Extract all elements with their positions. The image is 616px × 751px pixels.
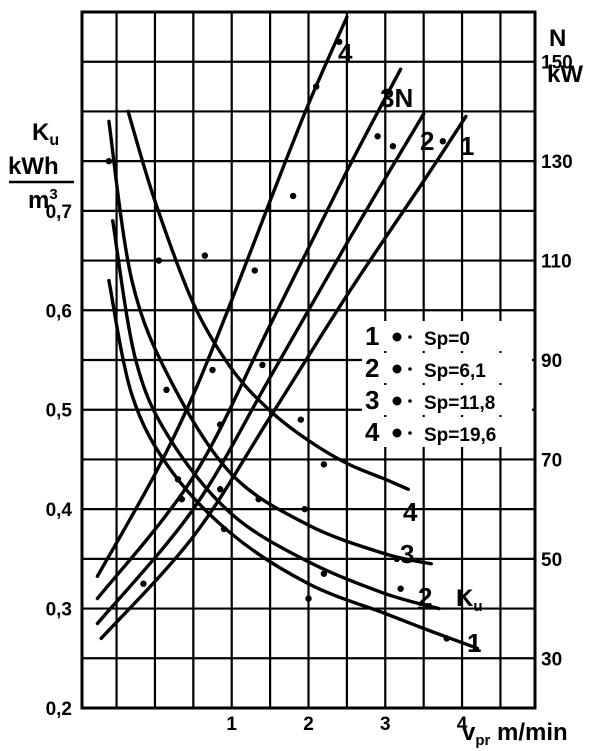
y-left-tick-label: 0,6: [46, 301, 72, 322]
y-right-tick-label: 50: [541, 550, 562, 571]
data-point: [155, 257, 162, 264]
legend-entry-bg: [362, 353, 532, 383]
x-axis-title: vpr m/min: [462, 719, 568, 749]
data-point: [443, 635, 450, 642]
n-series-line-2: [95, 112, 426, 626]
y-right-tick-label: 150: [541, 53, 573, 74]
data-point: [201, 252, 209, 259]
data-point: [336, 38, 343, 46]
data-point: [374, 133, 381, 140]
n-curve-label-2: 2: [420, 126, 434, 156]
legend-marker-dot: [408, 335, 412, 339]
data-point: [140, 580, 147, 587]
data-point: [251, 267, 258, 274]
data-point: [174, 476, 182, 483]
x-tick-label: 3: [380, 714, 391, 735]
ku-series-line-2: [111, 219, 441, 611]
data-point: [217, 421, 224, 428]
legend-label-2: Sp=6,1: [424, 361, 486, 382]
y-right-axis-unit: kW: [547, 61, 583, 88]
legend-marker: [392, 332, 402, 342]
data-point: [305, 595, 312, 602]
legend-entry-bg: [362, 417, 532, 447]
legend-number-3: 3: [365, 385, 379, 415]
ku-series-line-4: [126, 109, 410, 491]
y-right-axis-title: N: [549, 25, 566, 52]
y-left-tick-label: 0,7: [46, 202, 72, 223]
y-right-tick-label: 110: [541, 252, 572, 273]
y-right-tick-label: 130: [541, 152, 573, 173]
legend-marker-dot: [408, 399, 412, 403]
data-point: [320, 570, 328, 577]
n-series-line-3N: [95, 67, 403, 601]
n-curve-label-3N: 3N: [380, 83, 413, 113]
legend-entry-bg: [362, 385, 532, 415]
data-point: [255, 496, 262, 503]
y-left-axis-unit-num: kWh: [8, 153, 59, 180]
y-left-tick-label: 0,5: [46, 401, 73, 422]
data-point: [397, 585, 404, 592]
x-tick-label: 1: [226, 714, 237, 735]
ku-group-label: Ku: [456, 585, 483, 615]
n-series-line-1: [99, 114, 468, 641]
data-point: [393, 555, 400, 563]
ku-series-line-3: [107, 119, 433, 566]
legend-marker-dot: [408, 367, 412, 371]
legend-number-4: 4: [365, 417, 380, 447]
data-point: [163, 386, 170, 394]
data-point: [220, 525, 228, 533]
data-point: [301, 505, 308, 513]
legend-number-1: 1: [365, 321, 379, 351]
legend-entry-bg: [362, 321, 532, 351]
data-point: [178, 496, 186, 503]
curves: [95, 15, 480, 650]
data-point: [217, 486, 224, 493]
ku-series-line-1: [107, 278, 480, 650]
y-right-tick-label: 70: [541, 450, 562, 471]
y-left-tick-label: 0,2: [46, 699, 72, 720]
y-left-axis-unit-den: m3: [28, 186, 58, 214]
data-points: [105, 38, 450, 642]
data-point: [439, 138, 447, 145]
data-point: [320, 461, 328, 468]
data-point: [259, 361, 266, 369]
y-right-tick-label: 30: [541, 649, 562, 670]
n-curve-label-1: 1: [460, 131, 474, 161]
legend-marker: [392, 396, 402, 406]
x-tick-label: 4: [457, 714, 468, 735]
y-left-axis-title: Ku: [32, 119, 59, 149]
ku-curve-label-3: 3: [400, 539, 414, 569]
legend-label-3: Sp=11,8: [424, 393, 495, 414]
legend-marker: [392, 428, 402, 438]
y-left-tick-label: 0,3: [46, 600, 72, 621]
ku-curve-label-1: 1: [467, 628, 481, 658]
x-tick-label: 2: [303, 714, 314, 735]
legend-label-4: Sp=19,6: [424, 425, 496, 446]
legend-number-2: 2: [365, 353, 379, 383]
y-left-tick-label: 0,4: [46, 500, 73, 521]
legend-marker-dot: [408, 431, 412, 435]
data-point: [105, 157, 113, 165]
legend-marker: [392, 364, 402, 374]
data-point: [312, 83, 320, 90]
data-point: [297, 416, 305, 423]
n-curve-label-4: 4: [338, 38, 353, 68]
y-right-tick-label: 90: [541, 351, 562, 372]
n-series-line-4: [95, 15, 349, 578]
ku-curve-label-2: 2: [418, 582, 432, 612]
ku-curve-label-4: 4: [403, 497, 418, 527]
data-point: [289, 192, 297, 200]
data-point: [209, 366, 216, 374]
legend-label-1: Sp=0: [424, 329, 470, 350]
data-point: [389, 143, 397, 150]
